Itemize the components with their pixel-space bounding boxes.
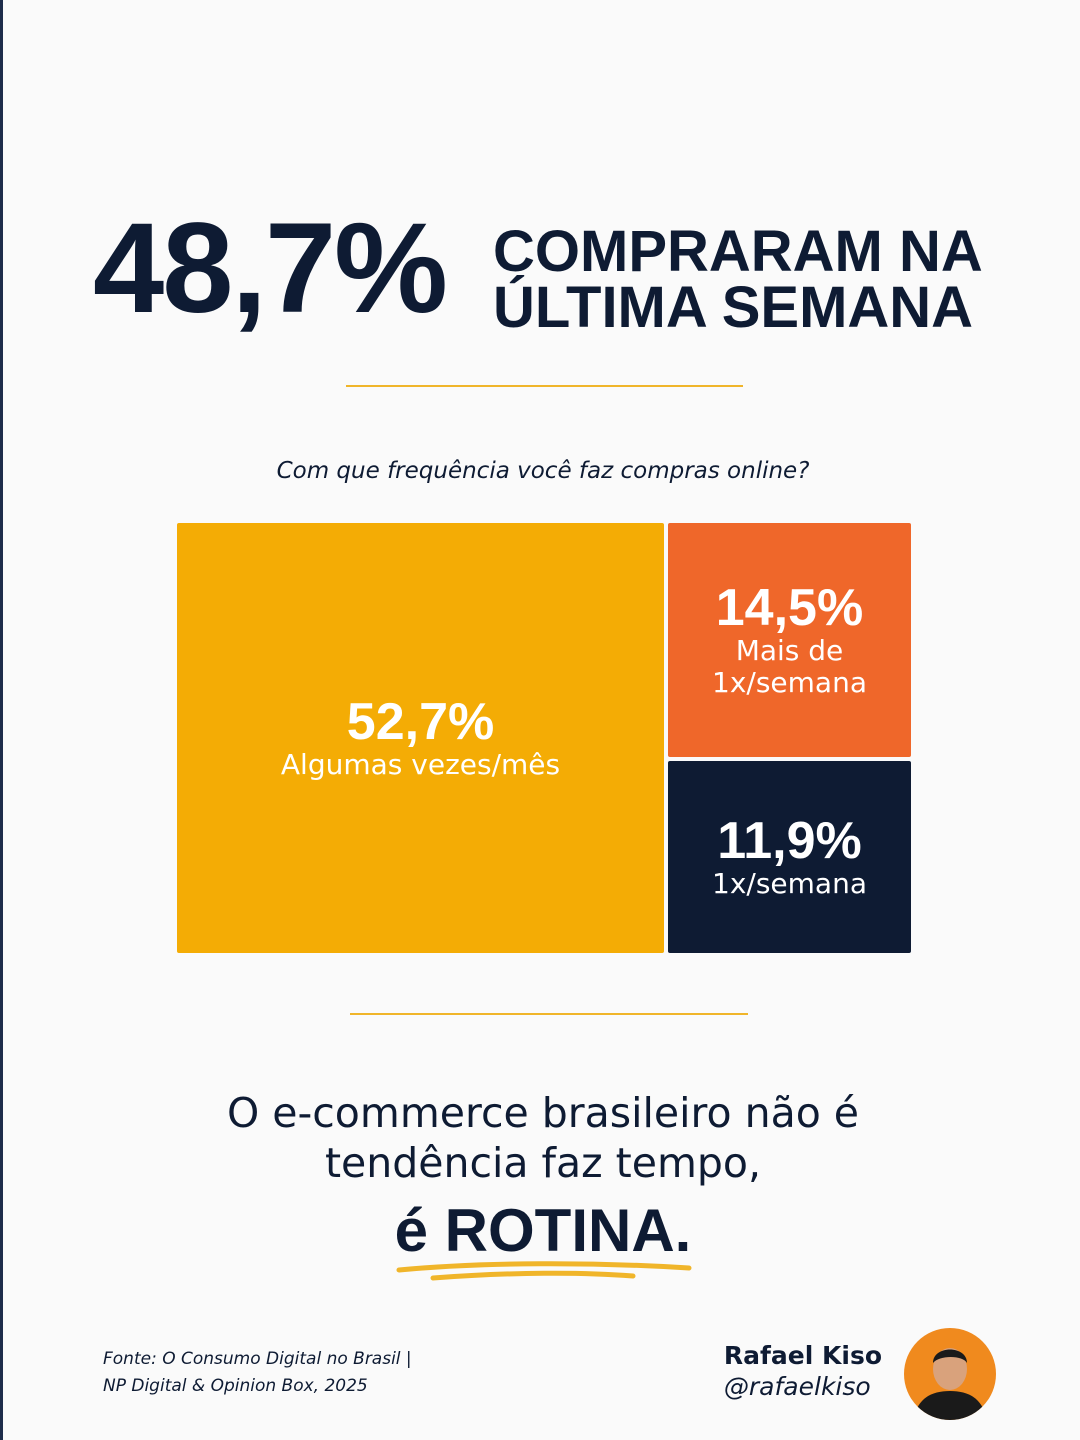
headline-text: COMPRARAM NA ÚLTIMA SEMANA xyxy=(493,219,983,340)
category-label: Algumas vezes/mês xyxy=(280,748,561,782)
avatar xyxy=(904,1328,996,1420)
category-label: Mais de 1x/semana xyxy=(712,634,867,700)
author-name: Rafael Kiso xyxy=(723,1341,882,1370)
tagline-emphasis: é ROTINA. xyxy=(394,1197,692,1264)
value-label: 52,7% xyxy=(346,692,495,751)
underline-squiggle xyxy=(396,1261,692,1281)
divider xyxy=(346,385,743,387)
chart-title: Com que frequência você faz compras onli… xyxy=(276,458,810,484)
headline-line: COMPRARAM NA xyxy=(493,219,983,284)
tagline-line: tendência faz tempo, xyxy=(324,1139,762,1187)
category-label: 1x/semana xyxy=(712,867,867,901)
headline-number: 48,7% xyxy=(93,197,448,340)
source-line: Fonte: O Consumo Digital no Brasil | xyxy=(103,1349,412,1369)
treemap-cell: 52,7% Algumas vezes/mês xyxy=(177,523,665,953)
author-handle: @rafaelkiso xyxy=(723,1372,871,1401)
treemap: 52,7% Algumas vezes/mês 14,5% Mais de 1x/se… xyxy=(177,523,911,953)
tagline-line: O e-commerce brasileiro não é xyxy=(226,1089,860,1137)
divider xyxy=(350,1013,748,1015)
tagline: O e-commerce brasileiro não é tendência … xyxy=(3,1088,1080,1188)
treemap-cell: 11,9% 1x/semana xyxy=(668,761,911,953)
value-label: 14,5% xyxy=(715,578,864,637)
treemap-cell: 14,5% Mais de 1x/semana xyxy=(668,523,911,758)
author-block: Rafael Kiso @rafaelkiso xyxy=(724,1340,882,1402)
source: Fonte: O Consumo Digital no Brasil | NP … xyxy=(103,1346,412,1400)
headline-line: ÚLTIMA SEMANA xyxy=(493,275,974,340)
source-line: NP Digital & Opinion Box, 2025 xyxy=(103,1376,368,1396)
value-label: 11,9% xyxy=(717,811,862,870)
